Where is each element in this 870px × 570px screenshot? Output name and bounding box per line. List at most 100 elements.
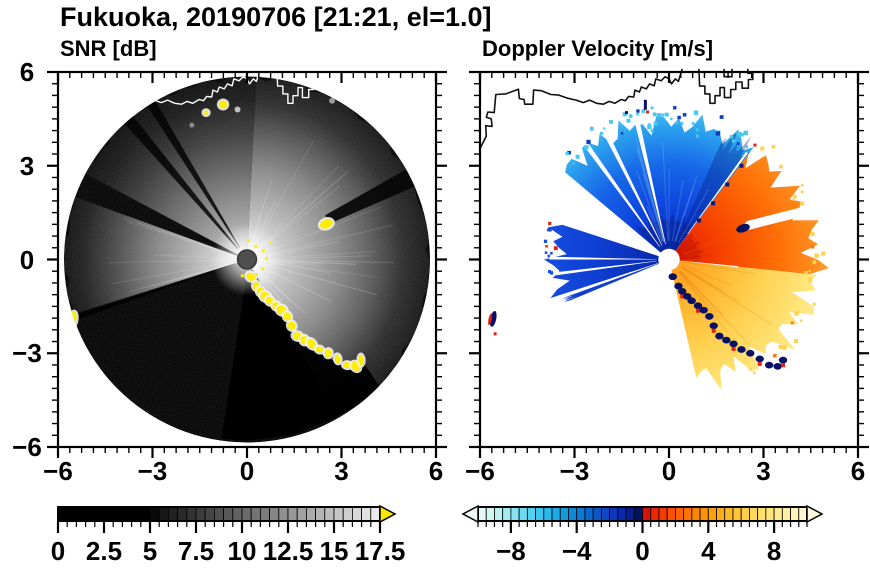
speck bbox=[711, 328, 716, 333]
snr-x-tick-label: 6 bbox=[428, 456, 444, 486]
clutter-speck bbox=[254, 244, 258, 248]
vel-clutter-echo bbox=[699, 306, 708, 314]
snr-colorbar-tick-label: 10 bbox=[227, 536, 257, 566]
vel-inner-navy bbox=[636, 213, 695, 260]
velocity-colorbar-tick-label: −8 bbox=[496, 536, 526, 566]
ray bbox=[642, 174, 665, 242]
speck bbox=[691, 122, 695, 125]
ray bbox=[635, 137, 665, 242]
snr-y-tick-label: −6 bbox=[12, 432, 42, 462]
speck bbox=[800, 201, 805, 206]
snr-colorbar-tick-label: 7.5 bbox=[177, 536, 215, 566]
vel-clutter-echo bbox=[722, 336, 731, 344]
figure-title: Fukuoka, 20190706 [21:21, el=1.0] bbox=[60, 2, 492, 32]
radial-gap bbox=[124, 116, 239, 249]
speck bbox=[584, 145, 589, 150]
speck bbox=[547, 254, 551, 258]
vel-streak-wsw bbox=[561, 259, 669, 303]
speck bbox=[800, 190, 804, 194]
speck bbox=[548, 221, 552, 226]
clutter-speck bbox=[261, 249, 265, 253]
vel-clutter-echo bbox=[778, 356, 788, 364]
clutter-echo bbox=[358, 354, 364, 366]
clutter-speck bbox=[261, 267, 265, 271]
speck bbox=[652, 112, 657, 117]
coastline bbox=[479, 68, 683, 149]
speck bbox=[646, 110, 650, 114]
speck bbox=[729, 135, 734, 139]
snr-colorbar-tick-label: 2.5 bbox=[85, 536, 123, 566]
ray bbox=[681, 267, 773, 326]
ray bbox=[678, 271, 728, 333]
speck bbox=[544, 251, 548, 255]
speck bbox=[693, 110, 699, 115]
speck bbox=[670, 117, 673, 121]
vel-clutter-echo bbox=[737, 346, 746, 353]
speck bbox=[647, 123, 651, 127]
speck bbox=[488, 313, 493, 326]
radial-gap bbox=[72, 263, 236, 321]
coastline bbox=[698, 68, 754, 105]
speck bbox=[794, 338, 799, 344]
speck bbox=[821, 251, 826, 256]
speck bbox=[626, 118, 631, 123]
speck bbox=[696, 218, 701, 223]
ray bbox=[677, 188, 710, 244]
vel-clutter-echo bbox=[705, 312, 714, 320]
speck bbox=[636, 112, 640, 116]
snr-colorbar-tick-label: 12.5 bbox=[262, 536, 314, 566]
clutter-speck bbox=[265, 257, 269, 261]
over-range-arrow bbox=[806, 504, 824, 524]
ray bbox=[662, 142, 669, 241]
velocity-x-tick-label: 3 bbox=[756, 456, 771, 486]
speck bbox=[586, 139, 591, 145]
speck bbox=[643, 99, 647, 110]
radial-gap bbox=[681, 260, 738, 268]
velocity-plot bbox=[479, 68, 829, 391]
ray bbox=[636, 170, 664, 242]
speck bbox=[650, 106, 654, 110]
ray bbox=[683, 220, 786, 256]
speck bbox=[673, 106, 677, 110]
speck bbox=[628, 114, 633, 118]
speck bbox=[778, 344, 783, 349]
speck bbox=[554, 226, 557, 229]
speck bbox=[731, 346, 736, 351]
vel-clutter-echo bbox=[729, 340, 738, 348]
vel-clutter-echo bbox=[687, 297, 696, 305]
speck bbox=[656, 113, 662, 118]
velocity-colorbar-tick-label: 8 bbox=[766, 536, 782, 566]
speck bbox=[609, 119, 613, 124]
snr-y-tick-label: 6 bbox=[19, 57, 35, 87]
speck bbox=[559, 226, 563, 230]
ray bbox=[679, 270, 724, 316]
speck bbox=[753, 143, 757, 147]
vel-clutter-echo bbox=[764, 361, 774, 369]
snr-axes bbox=[47, 70, 447, 458]
clutter-echo bbox=[246, 272, 256, 281]
ray bbox=[646, 205, 663, 243]
speck bbox=[549, 271, 554, 275]
snr-x-tick-label: −6 bbox=[43, 456, 73, 486]
vel-fan-west-negative bbox=[544, 224, 669, 299]
speck bbox=[620, 132, 624, 135]
clutter-echo bbox=[315, 346, 324, 353]
speck bbox=[493, 332, 497, 336]
vel-clutter-echo bbox=[773, 362, 782, 370]
ray bbox=[674, 188, 694, 242]
speck bbox=[675, 121, 679, 125]
ray bbox=[683, 264, 732, 287]
speck bbox=[748, 367, 753, 371]
vel-point-target bbox=[736, 223, 750, 233]
speck bbox=[810, 231, 815, 237]
clutter-echo bbox=[334, 354, 341, 364]
speck bbox=[782, 345, 787, 350]
vel-fan-northeast-positive bbox=[669, 154, 829, 275]
clutter-speck bbox=[247, 239, 251, 243]
snr-colorbar-tick-label: 0 bbox=[50, 536, 66, 566]
ray bbox=[671, 180, 684, 241]
speck bbox=[653, 121, 658, 126]
speck bbox=[808, 278, 813, 283]
radial-gap bbox=[687, 151, 748, 235]
